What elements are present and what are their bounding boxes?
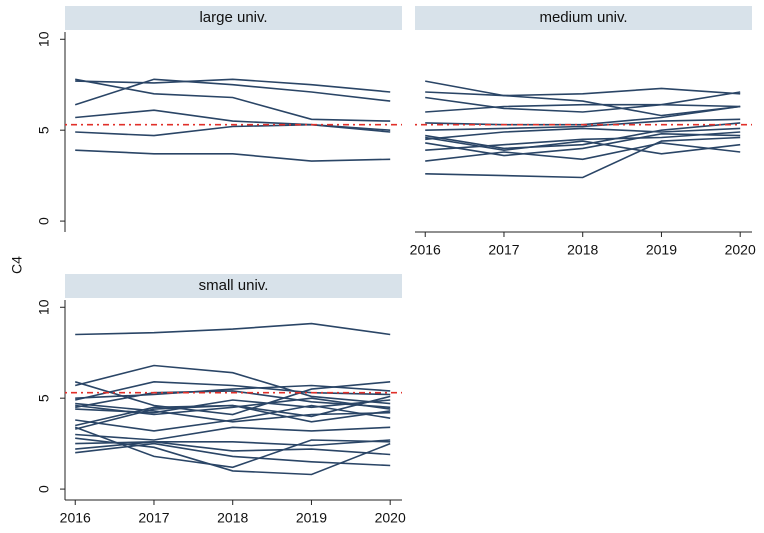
y-tick-label: 5 bbox=[36, 394, 52, 402]
x-tick-label: 2020 bbox=[725, 242, 756, 258]
x-tick-label: 2018 bbox=[567, 242, 598, 258]
x-tick-label: 2017 bbox=[488, 242, 519, 258]
series-line bbox=[75, 78, 391, 93]
series-line bbox=[425, 142, 741, 162]
x-tick-label: 2017 bbox=[138, 510, 169, 526]
panel-header bbox=[415, 6, 752, 30]
series-line bbox=[425, 91, 741, 113]
series-line bbox=[75, 426, 391, 441]
panel-title: medium univ. bbox=[539, 9, 627, 26]
series-line bbox=[425, 103, 741, 113]
x-tick-label: 2018 bbox=[217, 510, 248, 526]
y-tick-label: 10 bbox=[36, 299, 52, 315]
series-line bbox=[425, 136, 741, 179]
series-line bbox=[75, 404, 391, 427]
series-line bbox=[75, 149, 391, 162]
series-line bbox=[425, 127, 741, 141]
y-tick-label: 0 bbox=[36, 217, 52, 225]
series-line bbox=[75, 78, 391, 122]
series-line bbox=[75, 404, 391, 432]
x-tick-label: 2019 bbox=[646, 242, 677, 258]
series-line bbox=[75, 390, 391, 409]
panel-header bbox=[65, 6, 402, 30]
series-line bbox=[75, 442, 391, 467]
y-tick-label: 5 bbox=[36, 126, 52, 134]
series-line bbox=[75, 384, 391, 399]
series-line bbox=[75, 402, 391, 423]
series-line bbox=[75, 364, 391, 405]
series-line bbox=[75, 437, 391, 476]
y-tick-label: 10 bbox=[36, 31, 52, 47]
series-line bbox=[425, 136, 741, 155]
series-line bbox=[75, 440, 391, 456]
series-line bbox=[425, 132, 741, 157]
x-tick-label: 2019 bbox=[296, 510, 327, 526]
series-line bbox=[425, 122, 741, 150]
x-tick-label: 2016 bbox=[410, 242, 441, 258]
series-line bbox=[75, 399, 391, 414]
series-line bbox=[75, 123, 391, 137]
panel-title: large univ. bbox=[199, 9, 267, 26]
panel-title: small univ. bbox=[199, 277, 269, 294]
series-line bbox=[74, 78, 391, 106]
x-tick-label: 2016 bbox=[60, 510, 91, 526]
series-line bbox=[425, 87, 741, 97]
y-axis-label: C4 bbox=[9, 256, 25, 274]
panel-header bbox=[65, 274, 402, 298]
series-line bbox=[75, 395, 391, 430]
series-line bbox=[425, 118, 741, 131]
series-line bbox=[425, 80, 741, 117]
y-tick-label: 0 bbox=[36, 485, 52, 493]
series-line bbox=[75, 322, 391, 336]
x-tick-label: 2020 bbox=[375, 510, 406, 526]
